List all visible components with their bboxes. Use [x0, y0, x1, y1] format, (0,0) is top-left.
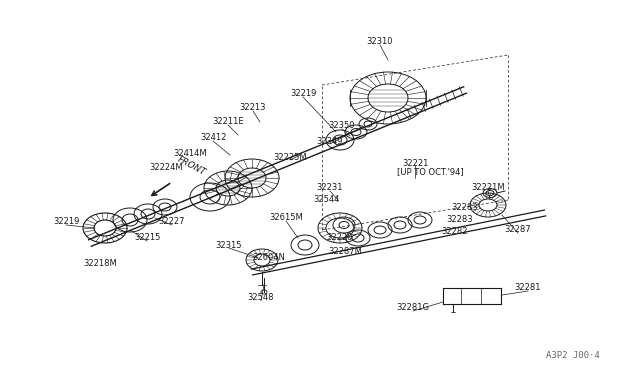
Text: 32283: 32283: [447, 215, 474, 224]
Text: 32315: 32315: [216, 241, 243, 250]
Text: 32615M: 32615M: [269, 214, 303, 222]
Text: 32231: 32231: [317, 183, 343, 192]
Text: 32218M: 32218M: [83, 260, 117, 269]
Text: 32211E: 32211E: [212, 118, 244, 126]
Text: 32221: 32221: [402, 158, 428, 167]
Text: 32412: 32412: [200, 134, 226, 142]
Text: 32225M: 32225M: [273, 153, 307, 161]
Text: 32414M: 32414M: [173, 148, 207, 157]
Text: 32349: 32349: [317, 137, 343, 145]
Text: A3P2 J00·4: A3P2 J00·4: [547, 351, 600, 360]
Text: 32604N: 32604N: [253, 253, 285, 263]
Text: 32213: 32213: [240, 103, 266, 112]
Text: 32281G: 32281G: [397, 304, 429, 312]
Text: 32281: 32281: [515, 283, 541, 292]
Text: 32283: 32283: [452, 203, 478, 212]
Text: 32224M: 32224M: [149, 164, 183, 173]
Text: 32227: 32227: [159, 218, 185, 227]
Text: 32548: 32548: [248, 294, 275, 302]
Text: 32310: 32310: [367, 38, 393, 46]
Text: 32215: 32215: [134, 234, 160, 243]
Text: FRONT: FRONT: [176, 155, 207, 177]
Text: 32219: 32219: [290, 90, 316, 99]
Text: 32282: 32282: [442, 228, 468, 237]
Text: [UP TO OCT.'94]: [UP TO OCT.'94]: [397, 167, 463, 176]
Text: 32287: 32287: [505, 225, 531, 234]
Text: 32219: 32219: [53, 218, 79, 227]
Text: 32287M: 32287M: [328, 247, 362, 257]
Text: 32350: 32350: [329, 122, 355, 131]
Text: 32544: 32544: [313, 196, 339, 205]
Text: 32221M: 32221M: [471, 183, 505, 192]
Text: 32220: 32220: [326, 232, 352, 241]
